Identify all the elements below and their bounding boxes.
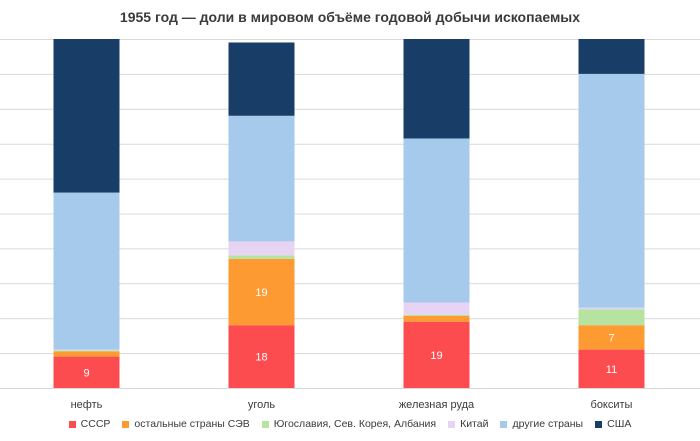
bar-segment — [53, 192, 120, 350]
bar-segment — [403, 302, 470, 315]
chart-title: 1955 год — доли в мировом объёме годовой… — [119, 9, 581, 25]
legend-label: остальные страны СЭВ — [134, 418, 250, 430]
category-label: бокситы — [591, 399, 633, 411]
bar-segment — [403, 321, 470, 388]
legend-swatch — [595, 420, 603, 428]
legend-item: Китай — [448, 418, 488, 430]
legend-swatch — [122, 420, 130, 428]
bar-segment — [53, 351, 120, 357]
bar-segment — [578, 325, 645, 350]
bar-segment — [228, 42, 295, 116]
bar-segment — [228, 115, 295, 242]
bar-segment — [53, 349, 120, 351]
bar-segment — [53, 350, 120, 352]
bar-segment — [228, 255, 295, 259]
legend-label: Китай — [460, 418, 489, 430]
data-label: 19 — [430, 350, 442, 362]
legend-label: Югославия, Сев. Корея, Албания — [273, 418, 437, 430]
bar-segment — [53, 356, 120, 388]
data-label: 11 — [606, 364, 617, 376]
data-label: 19 — [255, 287, 267, 299]
legend-swatch — [68, 420, 76, 428]
legend-swatch — [261, 420, 269, 428]
bar-segment — [578, 39, 645, 74]
chart-legend: СССР остальные страны СЭВ Югославия, Сев. … — [0, 418, 700, 430]
legend-item: другие страны — [500, 418, 583, 430]
legend-swatch — [448, 420, 456, 428]
category-label: уголь — [248, 399, 276, 411]
legend-item: Югославия, Сев. Корея, Албания — [261, 418, 437, 430]
bar-segment — [578, 73, 645, 308]
data-label: 7 — [608, 332, 614, 344]
bar-segment — [228, 241, 295, 256]
legend-item: США — [595, 418, 631, 430]
bar-segment — [578, 307, 645, 310]
bar-segment — [403, 138, 470, 303]
legend-item: СССР — [68, 418, 111, 430]
bar-segment — [403, 314, 470, 316]
bar-segment — [578, 349, 645, 388]
bar-segment — [578, 309, 645, 326]
legend-swatch — [500, 420, 508, 428]
category-label: железная руда — [399, 399, 475, 411]
legend-label: другие страны — [512, 418, 584, 430]
legend-label: СССР — [80, 418, 111, 430]
legend-item: остальные страны СЭВ — [122, 418, 250, 430]
bar-segment — [403, 315, 470, 322]
category-label: нефть — [71, 399, 103, 411]
bar-segment — [53, 39, 120, 193]
bar-segment — [228, 325, 295, 388]
data-label: 18 — [255, 352, 267, 364]
bar-segment — [403, 39, 470, 139]
bar-segment — [228, 258, 295, 326]
data-label: 9 — [83, 367, 89, 379]
legend-label: США — [607, 418, 632, 430]
